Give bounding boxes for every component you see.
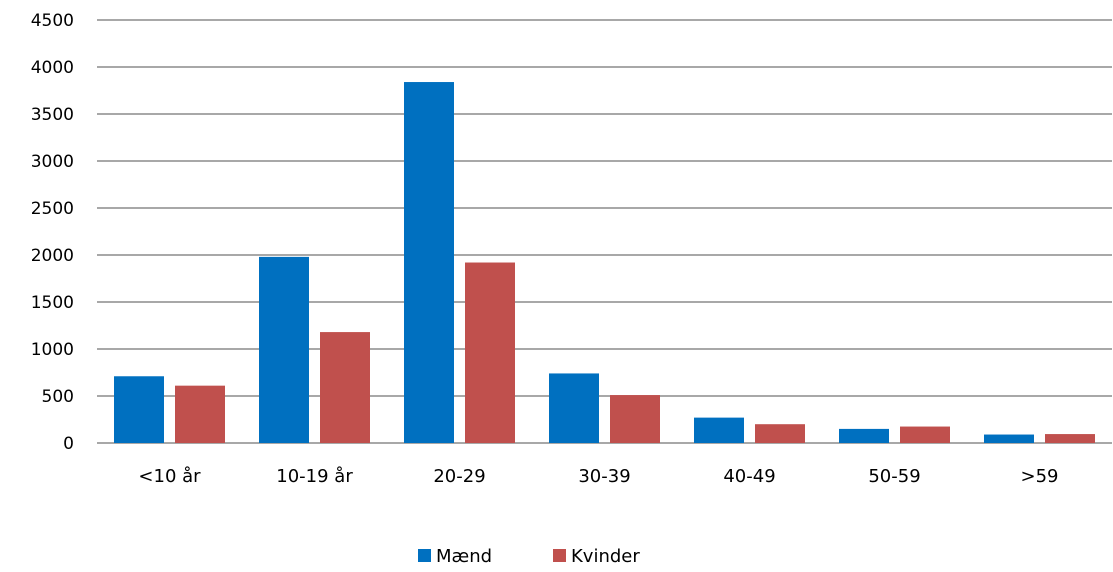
bar-kvinder-2 bbox=[465, 262, 515, 443]
bar-mænd-1 bbox=[259, 256, 309, 443]
y-tick-label: 4000 bbox=[31, 58, 74, 78]
bar-mænd-2 bbox=[404, 82, 454, 443]
x-category-label: 10-19 år bbox=[276, 466, 353, 487]
bar-kvinder-0 bbox=[175, 385, 225, 443]
legend: Mænd Kvinder bbox=[418, 546, 640, 567]
bar-kvinder-3 bbox=[610, 395, 660, 443]
bar-kvinder-5 bbox=[900, 426, 950, 443]
legend-swatch-kvinder bbox=[553, 549, 566, 562]
y-tick-label: 500 bbox=[42, 387, 74, 407]
legend-swatch-mænd bbox=[418, 549, 431, 562]
y-tick-label: 4500 bbox=[31, 11, 74, 31]
y-tick-label: 1000 bbox=[31, 340, 74, 360]
y-tick-label: 3500 bbox=[31, 105, 74, 125]
y-tick-label: 2500 bbox=[31, 199, 74, 219]
bar-kvinder-1 bbox=[320, 332, 370, 443]
x-category-label: <10 år bbox=[138, 466, 201, 487]
bar-mænd-6 bbox=[984, 434, 1034, 443]
legend-label-mænd: Mænd bbox=[436, 546, 492, 567]
bar-kvinder-4 bbox=[755, 424, 805, 443]
gridlines bbox=[97, 19, 1112, 444]
x-category-label: 40-49 bbox=[723, 466, 775, 487]
legend-label-kvinder: Kvinder bbox=[571, 546, 640, 567]
y-tick-label: 0 bbox=[63, 434, 74, 454]
bars bbox=[114, 82, 1095, 443]
bar-mænd-4 bbox=[694, 417, 744, 443]
x-category-label: 20-29 bbox=[433, 466, 485, 487]
y-tick-label: 3000 bbox=[31, 152, 74, 172]
x-category-label: 30-39 bbox=[578, 466, 630, 487]
x-category-label: >59 bbox=[1021, 466, 1059, 487]
bar-mænd-0 bbox=[114, 376, 164, 443]
y-tick-label: 1500 bbox=[31, 293, 74, 313]
bar-mænd-3 bbox=[549, 373, 599, 443]
bar-mænd-5 bbox=[839, 428, 889, 443]
x-axis-category-labels: <10 år 10-19 år 20-29 30-39 40-49 50-59 >59 bbox=[138, 466, 1058, 487]
x-category-label: 50-59 bbox=[868, 466, 920, 487]
bar-kvinder-6 bbox=[1045, 434, 1095, 443]
y-axis-tick-labels: 0 500 1000 1500 2000 2500 3000 3500 4000 4500 bbox=[31, 11, 74, 454]
y-tick-label: 2000 bbox=[31, 246, 74, 266]
